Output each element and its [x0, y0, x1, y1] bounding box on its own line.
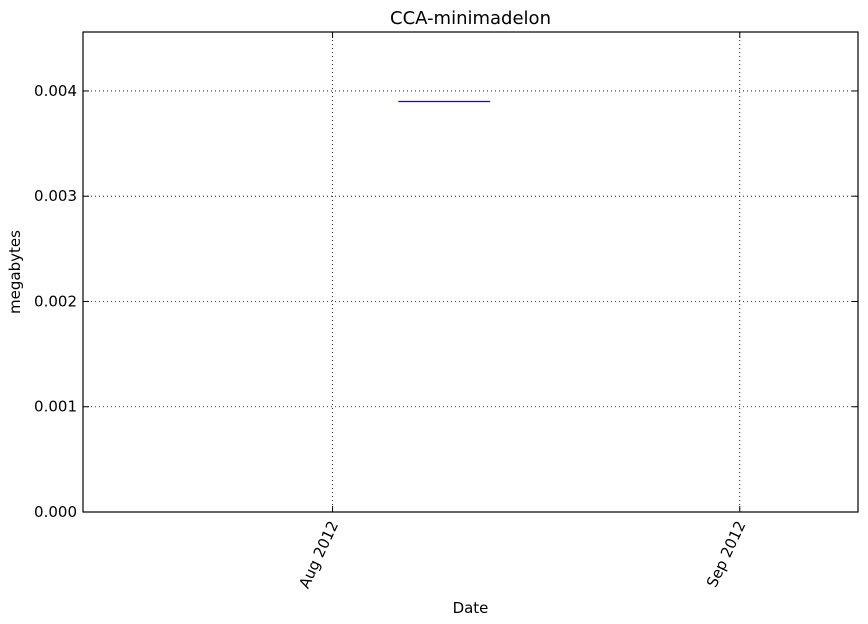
- y-axis: 0.000 0.001 0.002 0.003 0.004: [34, 82, 858, 521]
- plot-area-frame: [82, 31, 859, 513]
- x-axis-label: Date: [453, 599, 489, 617]
- y-axis-label: megabytes: [6, 230, 24, 314]
- y-tick-label: 0.004: [34, 82, 77, 100]
- x-tick-label: Sep 2012: [703, 518, 749, 590]
- x-axis: Aug 2012 Sep 2012: [295, 32, 749, 591]
- y-tick-label: 0.003: [34, 187, 77, 205]
- chart-title: CCA-minimadelon: [390, 8, 551, 29]
- x-tick-label: Aug 2012: [295, 518, 342, 591]
- y-tick-label: 0.002: [34, 292, 77, 310]
- y-tick-label: 0.000: [34, 503, 77, 521]
- y-tick-label: 0.001: [34, 398, 77, 416]
- grid: [83, 32, 858, 512]
